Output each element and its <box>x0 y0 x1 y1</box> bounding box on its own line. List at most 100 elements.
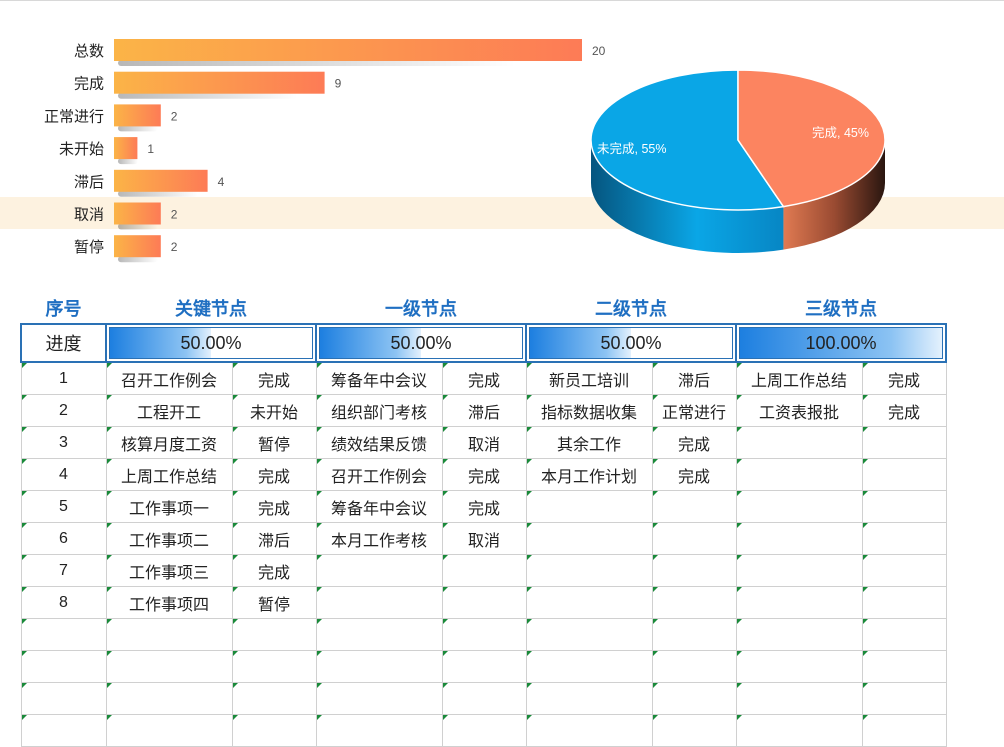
key-node-task[interactable]: 工作事项三 <box>105 554 233 587</box>
row-index[interactable]: 3 <box>20 426 107 459</box>
level3-task[interactable] <box>735 426 863 459</box>
level1-status[interactable] <box>441 714 527 747</box>
level2-status[interactable] <box>651 650 737 683</box>
key-node-task[interactable]: 召开工作例会 <box>105 361 233 395</box>
level2-status[interactable] <box>651 682 737 715</box>
level2-status[interactable] <box>651 586 737 619</box>
level3-status[interactable]: 完成 <box>861 394 947 427</box>
key-node-task[interactable]: 工作事项四 <box>105 586 233 619</box>
key-node-status[interactable] <box>231 714 317 747</box>
level1-task[interactable] <box>315 682 443 715</box>
key-node-task[interactable]: 上周工作总结 <box>105 458 233 491</box>
level1-status[interactable] <box>441 618 527 651</box>
level2-status[interactable] <box>651 490 737 523</box>
level2-task[interactable]: 其余工作 <box>525 426 653 459</box>
level1-task[interactable]: 召开工作例会 <box>315 458 443 491</box>
level3-task[interactable]: 上周工作总结 <box>735 361 863 395</box>
row-index[interactable]: 7 <box>20 554 107 587</box>
key-node-task[interactable]: 核算月度工资 <box>105 426 233 459</box>
level3-task[interactable]: 工资表报批 <box>735 394 863 427</box>
level3-task[interactable] <box>735 650 863 683</box>
level2-task[interactable] <box>525 682 653 715</box>
level3-status[interactable] <box>861 682 947 715</box>
row-index[interactable] <box>20 650 107 683</box>
level2-status[interactable] <box>651 714 737 747</box>
key-node-status[interactable]: 完成 <box>231 458 317 491</box>
key-node-status[interactable]: 完成 <box>231 554 317 587</box>
key-node-status[interactable]: 滞后 <box>231 522 317 555</box>
level2-task[interactable] <box>525 650 653 683</box>
level2-status[interactable] <box>651 618 737 651</box>
level3-status[interactable] <box>861 554 947 587</box>
level2-task[interactable]: 本月工作计划 <box>525 458 653 491</box>
level1-status[interactable]: 取消 <box>441 522 527 555</box>
level1-task[interactable]: 绩效结果反馈 <box>315 426 443 459</box>
level3-status[interactable] <box>861 586 947 619</box>
level2-status[interactable]: 滞后 <box>651 361 737 395</box>
level3-status[interactable] <box>861 522 947 555</box>
row-index[interactable]: 5 <box>20 490 107 523</box>
key-node-task[interactable]: 工程开工 <box>105 394 233 427</box>
level3-status[interactable] <box>861 490 947 523</box>
level1-task[interactable]: 本月工作考核 <box>315 522 443 555</box>
level3-status[interactable] <box>861 426 947 459</box>
level3-status[interactable] <box>861 458 947 491</box>
key-node-status[interactable]: 暂停 <box>231 426 317 459</box>
row-index[interactable]: 1 <box>20 361 107 395</box>
row-index[interactable]: 4 <box>20 458 107 491</box>
key-node-task[interactable] <box>105 650 233 683</box>
key-node-status[interactable]: 完成 <box>231 490 317 523</box>
level2-status[interactable]: 完成 <box>651 458 737 491</box>
key-node-status[interactable] <box>231 650 317 683</box>
level3-task[interactable] <box>735 554 863 587</box>
key-node-task[interactable]: 工作事项一 <box>105 490 233 523</box>
level1-status[interactable]: 完成 <box>441 361 527 395</box>
level1-status[interactable]: 滞后 <box>441 394 527 427</box>
row-index[interactable]: 2 <box>20 394 107 427</box>
level1-status[interactable]: 完成 <box>441 458 527 491</box>
level1-task[interactable]: 筹备年中会议 <box>315 490 443 523</box>
row-index[interactable] <box>20 714 107 747</box>
row-index[interactable] <box>20 618 107 651</box>
level2-task[interactable] <box>525 714 653 747</box>
level1-task[interactable] <box>315 554 443 587</box>
level1-task[interactable] <box>315 586 443 619</box>
level2-task[interactable] <box>525 522 653 555</box>
level2-task[interactable]: 指标数据收集 <box>525 394 653 427</box>
level3-task[interactable] <box>735 458 863 491</box>
level1-task[interactable] <box>315 650 443 683</box>
row-index[interactable] <box>20 682 107 715</box>
level2-task[interactable] <box>525 586 653 619</box>
level1-status[interactable] <box>441 586 527 619</box>
level2-status[interactable]: 正常进行 <box>651 394 737 427</box>
level3-status[interactable] <box>861 618 947 651</box>
level3-status[interactable]: 完成 <box>861 361 947 395</box>
level2-task[interactable] <box>525 618 653 651</box>
key-node-task[interactable] <box>105 682 233 715</box>
level1-task[interactable]: 筹备年中会议 <box>315 361 443 395</box>
level1-status[interactable] <box>441 682 527 715</box>
level3-task[interactable] <box>735 586 863 619</box>
level1-task[interactable]: 组织部门考核 <box>315 394 443 427</box>
level1-task[interactable] <box>315 618 443 651</box>
key-node-status[interactable] <box>231 618 317 651</box>
level1-status[interactable] <box>441 554 527 587</box>
key-node-status[interactable] <box>231 682 317 715</box>
key-node-status[interactable]: 暂停 <box>231 586 317 619</box>
key-node-task[interactable]: 工作事项二 <box>105 522 233 555</box>
level2-status[interactable] <box>651 554 737 587</box>
level2-status[interactable] <box>651 522 737 555</box>
key-node-task[interactable] <box>105 714 233 747</box>
level1-status[interactable]: 取消 <box>441 426 527 459</box>
level2-task[interactable]: 新员工培训 <box>525 361 653 395</box>
level3-status[interactable] <box>861 714 947 747</box>
level3-task[interactable] <box>735 682 863 715</box>
level3-task[interactable] <box>735 714 863 747</box>
key-node-status[interactable]: 完成 <box>231 361 317 395</box>
row-index[interactable]: 8 <box>20 586 107 619</box>
level1-status[interactable] <box>441 650 527 683</box>
key-node-task[interactable] <box>105 618 233 651</box>
key-node-status[interactable]: 未开始 <box>231 394 317 427</box>
level1-status[interactable]: 完成 <box>441 490 527 523</box>
level2-status[interactable]: 完成 <box>651 426 737 459</box>
